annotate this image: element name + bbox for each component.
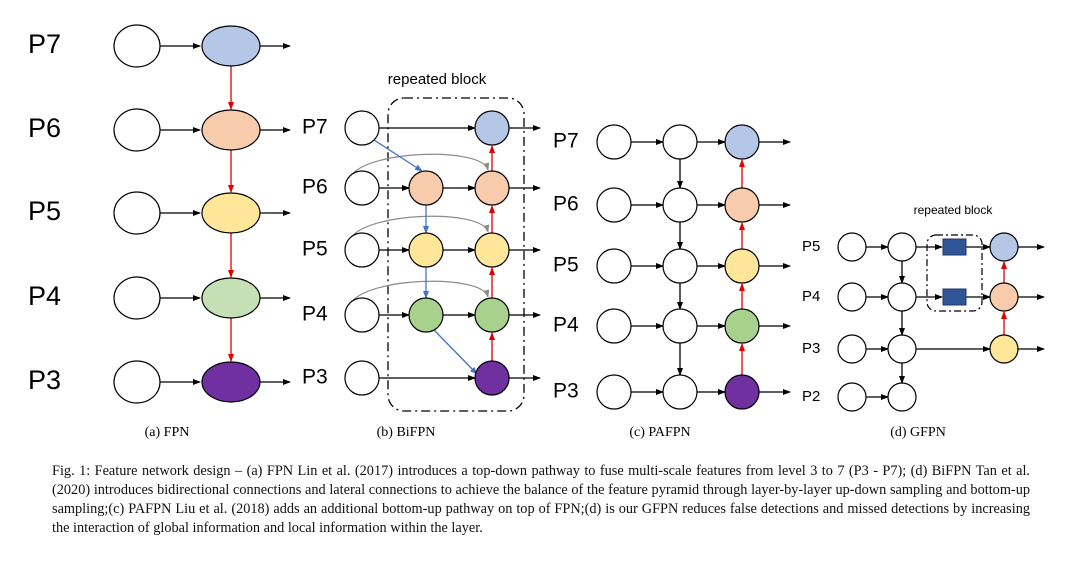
level-label-p5: P5 <box>553 254 579 277</box>
input-node <box>596 124 632 160</box>
input-node <box>113 24 161 68</box>
fused-node-p5 <box>201 192 261 234</box>
repeated-block-label: repeated block <box>914 203 994 217</box>
top-down-arrow <box>373 139 423 172</box>
input-node <box>837 334 867 364</box>
top-down-node <box>662 124 698 160</box>
input-node <box>596 187 632 223</box>
intermediate-node <box>887 232 917 262</box>
output-node-p6 <box>724 187 760 223</box>
output-node-p3 <box>474 360 510 396</box>
input-node <box>596 248 632 284</box>
input-node <box>344 170 380 206</box>
top-down-node <box>662 374 698 410</box>
input-node <box>113 108 161 152</box>
repeated-block-label: repeated block <box>388 71 487 88</box>
top-down-node <box>662 248 698 284</box>
output-node-p3 <box>724 374 760 410</box>
level-label-p2: P2 <box>802 388 820 405</box>
level-label-p7: P7 <box>28 29 61 59</box>
top-down-node <box>662 187 698 223</box>
repeated-block-box <box>387 97 525 412</box>
input-node <box>344 360 380 396</box>
repeated-block-box <box>926 234 983 312</box>
graph-block <box>942 238 967 256</box>
level-label-p6: P6 <box>28 113 61 143</box>
level-label-p3: P3 <box>28 365 61 395</box>
panel-caption-b: (b) BiFPN <box>377 425 436 440</box>
skip-connection-arrow <box>349 153 490 179</box>
input-node <box>344 110 380 146</box>
level-label-p4: P4 <box>802 288 820 305</box>
fused-node-p3 <box>201 361 261 403</box>
level-label-p7: P7 <box>302 116 328 139</box>
level-label-p4: P4 <box>28 281 61 311</box>
output-node-p7 <box>724 124 760 160</box>
level-label-p6: P6 <box>553 193 579 216</box>
input-node <box>113 191 161 235</box>
input-node <box>344 232 380 268</box>
level-label-p5: P5 <box>302 238 328 261</box>
top-down-node <box>662 308 698 344</box>
top-down-arrow <box>433 329 478 375</box>
level-label-p4: P4 <box>302 303 328 326</box>
intermediate-node-p5 <box>408 232 444 268</box>
input-node <box>837 282 867 312</box>
output-node-p7 <box>474 110 510 146</box>
fused-node-p6 <box>201 109 261 151</box>
input-node <box>344 297 380 333</box>
feature-network-diagram: P7 P6 P5 P4 P3 (a) FPN repeated block P7 P6 P5 P4 P… <box>28 24 1045 440</box>
panel-caption-d: (d) GFPN <box>890 425 946 440</box>
level-label-p6: P6 <box>302 176 328 199</box>
input-node <box>113 276 161 320</box>
output-node-p5 <box>474 232 510 268</box>
level-label-p5: P5 <box>802 238 820 255</box>
output-node-p5 <box>989 232 1019 262</box>
input-node <box>837 232 867 262</box>
output-node-p4 <box>989 282 1019 312</box>
panel-caption-c: (c) PAFPN <box>629 425 690 440</box>
panel-caption-a: (a) FPN <box>145 425 190 440</box>
intermediate-node-p4 <box>408 297 444 333</box>
level-label-p3: P3 <box>302 366 328 389</box>
figure-caption: Fig. 1: Feature network design – (a) FPN… <box>52 463 1030 536</box>
input-node <box>596 308 632 344</box>
intermediate-node <box>887 282 917 312</box>
output-node-p5 <box>724 248 760 284</box>
input-node <box>596 374 632 410</box>
level-label-p3: P3 <box>553 380 579 403</box>
fused-node-p7 <box>201 25 261 67</box>
output-node-p3 <box>989 334 1019 364</box>
output-node-p4 <box>724 308 760 344</box>
graph-block <box>942 288 967 306</box>
input-node <box>837 382 867 412</box>
intermediate-node <box>887 382 917 412</box>
intermediate-node <box>887 334 917 364</box>
fused-node-p4 <box>201 277 261 319</box>
intermediate-node-p6 <box>408 170 444 206</box>
skip-connection-arrow <box>349 215 490 241</box>
level-label-p5: P5 <box>28 196 61 226</box>
level-label-p3: P3 <box>802 340 820 357</box>
level-label-p7: P7 <box>553 130 579 153</box>
skip-connection-arrow <box>349 280 490 306</box>
input-node <box>113 360 161 404</box>
output-node-p4 <box>474 297 510 333</box>
output-node-p6 <box>474 170 510 206</box>
level-label-p4: P4 <box>553 314 579 337</box>
